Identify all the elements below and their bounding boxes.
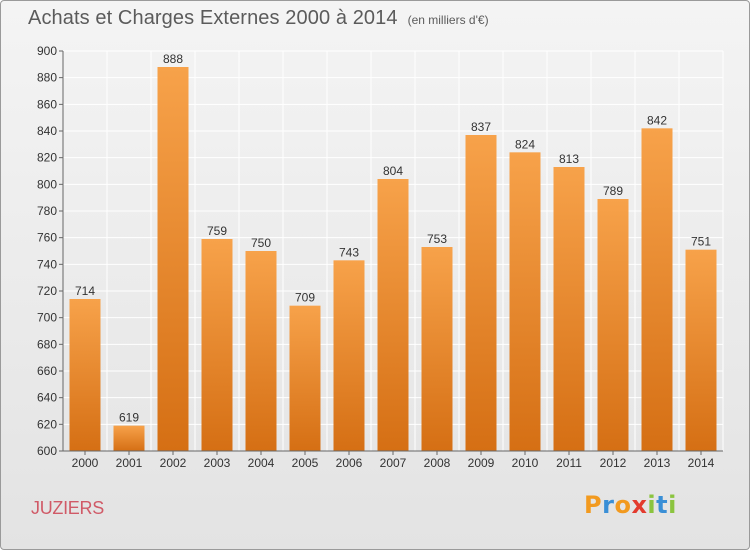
data-label: 888 (163, 52, 183, 66)
logo-letter: r (602, 491, 615, 519)
x-tick-label: 2005 (292, 456, 319, 470)
y-tick-label: 820 (37, 151, 57, 165)
y-tick-label: 660 (37, 364, 57, 378)
x-tick-label: 2012 (600, 456, 627, 470)
data-label: 837 (471, 120, 491, 134)
y-tick-label: 840 (37, 124, 57, 138)
bar (201, 239, 233, 451)
data-label: 789 (603, 184, 623, 198)
logo-letter: P (584, 491, 603, 519)
bar (377, 179, 409, 451)
logo-letter: t (656, 491, 669, 519)
data-label: 714 (75, 284, 95, 298)
y-tick-label: 720 (37, 284, 57, 298)
data-label: 750 (251, 236, 271, 250)
data-label: 753 (427, 232, 447, 246)
x-tick-label: 2006 (336, 456, 363, 470)
data-label: 824 (515, 137, 535, 151)
bar (421, 247, 453, 451)
bar (289, 305, 321, 451)
x-tick-label: 2009 (468, 456, 495, 470)
y-tick-label: 900 (37, 44, 57, 58)
x-tick-label: 2004 (248, 456, 275, 470)
logo-letter: o (614, 491, 632, 519)
x-tick-label: 2010 (512, 456, 539, 470)
x-tick-label: 2013 (644, 456, 671, 470)
bar (597, 199, 629, 451)
y-tick-label: 740 (37, 257, 57, 271)
y-tick-label: 620 (37, 417, 57, 431)
proxiti-logo: Proxiti (584, 491, 677, 519)
y-tick-label: 680 (37, 337, 57, 351)
bar (157, 67, 189, 451)
y-tick-label: 640 (37, 391, 57, 405)
chart-title: Achats et Charges Externes 2000 à 2014 (28, 7, 398, 29)
data-label: 842 (647, 113, 667, 127)
data-label: 743 (339, 245, 359, 259)
y-tick-label: 600 (37, 444, 57, 458)
y-tick-label: 760 (37, 231, 57, 245)
data-label: 813 (559, 152, 579, 166)
x-tick-label: 2011 (556, 456, 582, 470)
y-tick-label: 800 (37, 177, 57, 191)
x-tick-label: 2000 (72, 456, 99, 470)
bar (465, 135, 497, 451)
data-label: 804 (383, 164, 403, 178)
x-tick-label: 2001 (116, 456, 143, 470)
x-tick-label: 2014 (688, 456, 715, 470)
bar (333, 260, 365, 451)
bar (113, 425, 145, 451)
bar (69, 299, 101, 451)
logo-letter: x (631, 491, 648, 519)
data-label: 759 (207, 224, 227, 238)
chart-header: Achats et Charges Externes 2000 à 2014 (e… (28, 7, 489, 30)
commune-name: JUZIERS (31, 498, 104, 518)
data-label: 709 (295, 291, 315, 305)
x-tick-label: 2008 (424, 456, 451, 470)
data-label: 619 (119, 411, 139, 425)
bar (245, 251, 277, 451)
y-tick-label: 880 (37, 71, 57, 85)
x-tick-label: 2003 (204, 456, 231, 470)
y-tick-label: 700 (37, 311, 57, 325)
chart-unit: (en milliers d'€) (407, 13, 489, 27)
x-tick-label: 2007 (380, 456, 407, 470)
logo-letter: i (668, 491, 677, 519)
bar (509, 152, 541, 452)
y-tick-label: 780 (37, 204, 57, 218)
bar (641, 128, 673, 451)
data-label: 751 (691, 235, 711, 249)
bar (553, 167, 585, 451)
logo-letter: i (647, 491, 657, 519)
bar (685, 249, 717, 451)
y-tick-label: 860 (37, 97, 57, 111)
x-tick-label: 2002 (160, 456, 187, 470)
